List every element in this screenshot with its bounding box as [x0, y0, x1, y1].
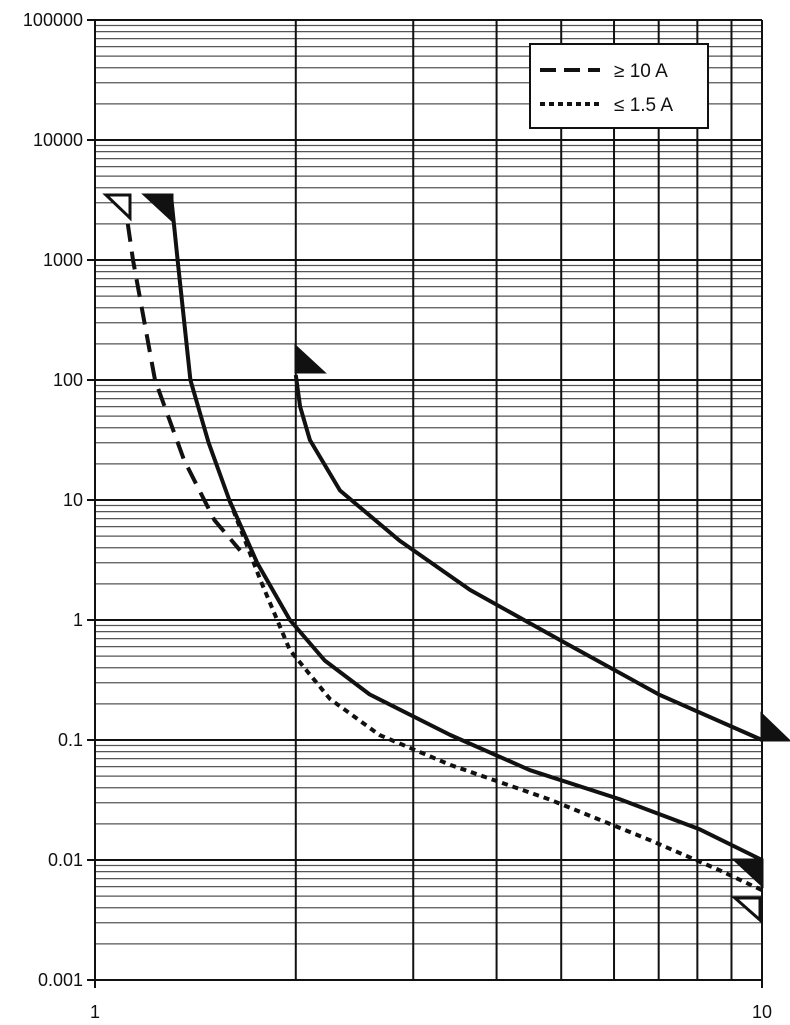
- markers: [102, 193, 790, 924]
- lower-curve-end-marker: [731, 858, 764, 889]
- y-tick-label: 10000: [33, 130, 83, 150]
- y-tick-label: 100000: [23, 10, 83, 30]
- series-solid-line: [169, 194, 763, 862]
- y-tick-label: 100: [53, 370, 83, 390]
- solid-start-marker: [141, 193, 174, 224]
- y-tick-label: 1: [73, 610, 83, 630]
- series-dashed-line: [125, 223, 242, 552]
- grid: [87, 19, 763, 988]
- x-tick-label: 10: [752, 1002, 772, 1022]
- legend-label-le1-5a: ≤ 1.5 A: [614, 95, 673, 116]
- upper-curve-start-marker: [294, 343, 327, 374]
- y-tick-label: 0.01: [48, 850, 83, 870]
- y-tick-labels: 100000 10000 1000 100 10 1 0.1 0.01 0.001: [23, 10, 83, 990]
- x-tick-label: 1: [90, 1002, 100, 1022]
- legend: ≥ 10 A ≤ 1.5 A: [529, 43, 709, 129]
- series: [125, 194, 763, 893]
- x-tick-labels: 1 10: [90, 1002, 772, 1022]
- y-tick-label: 0.001: [38, 970, 83, 990]
- y-tick-label: 1000: [43, 250, 83, 270]
- y-tick-label: 10: [63, 490, 83, 510]
- series-dotted-line: [227, 499, 763, 893]
- series-solid-line: [293, 374, 763, 742]
- dashed-start-marker: [102, 193, 132, 222]
- y-tick-label: 0.1: [58, 730, 83, 750]
- legend-label-ge10a: ≥ 10 A: [614, 61, 668, 82]
- upper-curve-end-marker: [760, 711, 790, 742]
- dotted-end-marker: [731, 896, 762, 924]
